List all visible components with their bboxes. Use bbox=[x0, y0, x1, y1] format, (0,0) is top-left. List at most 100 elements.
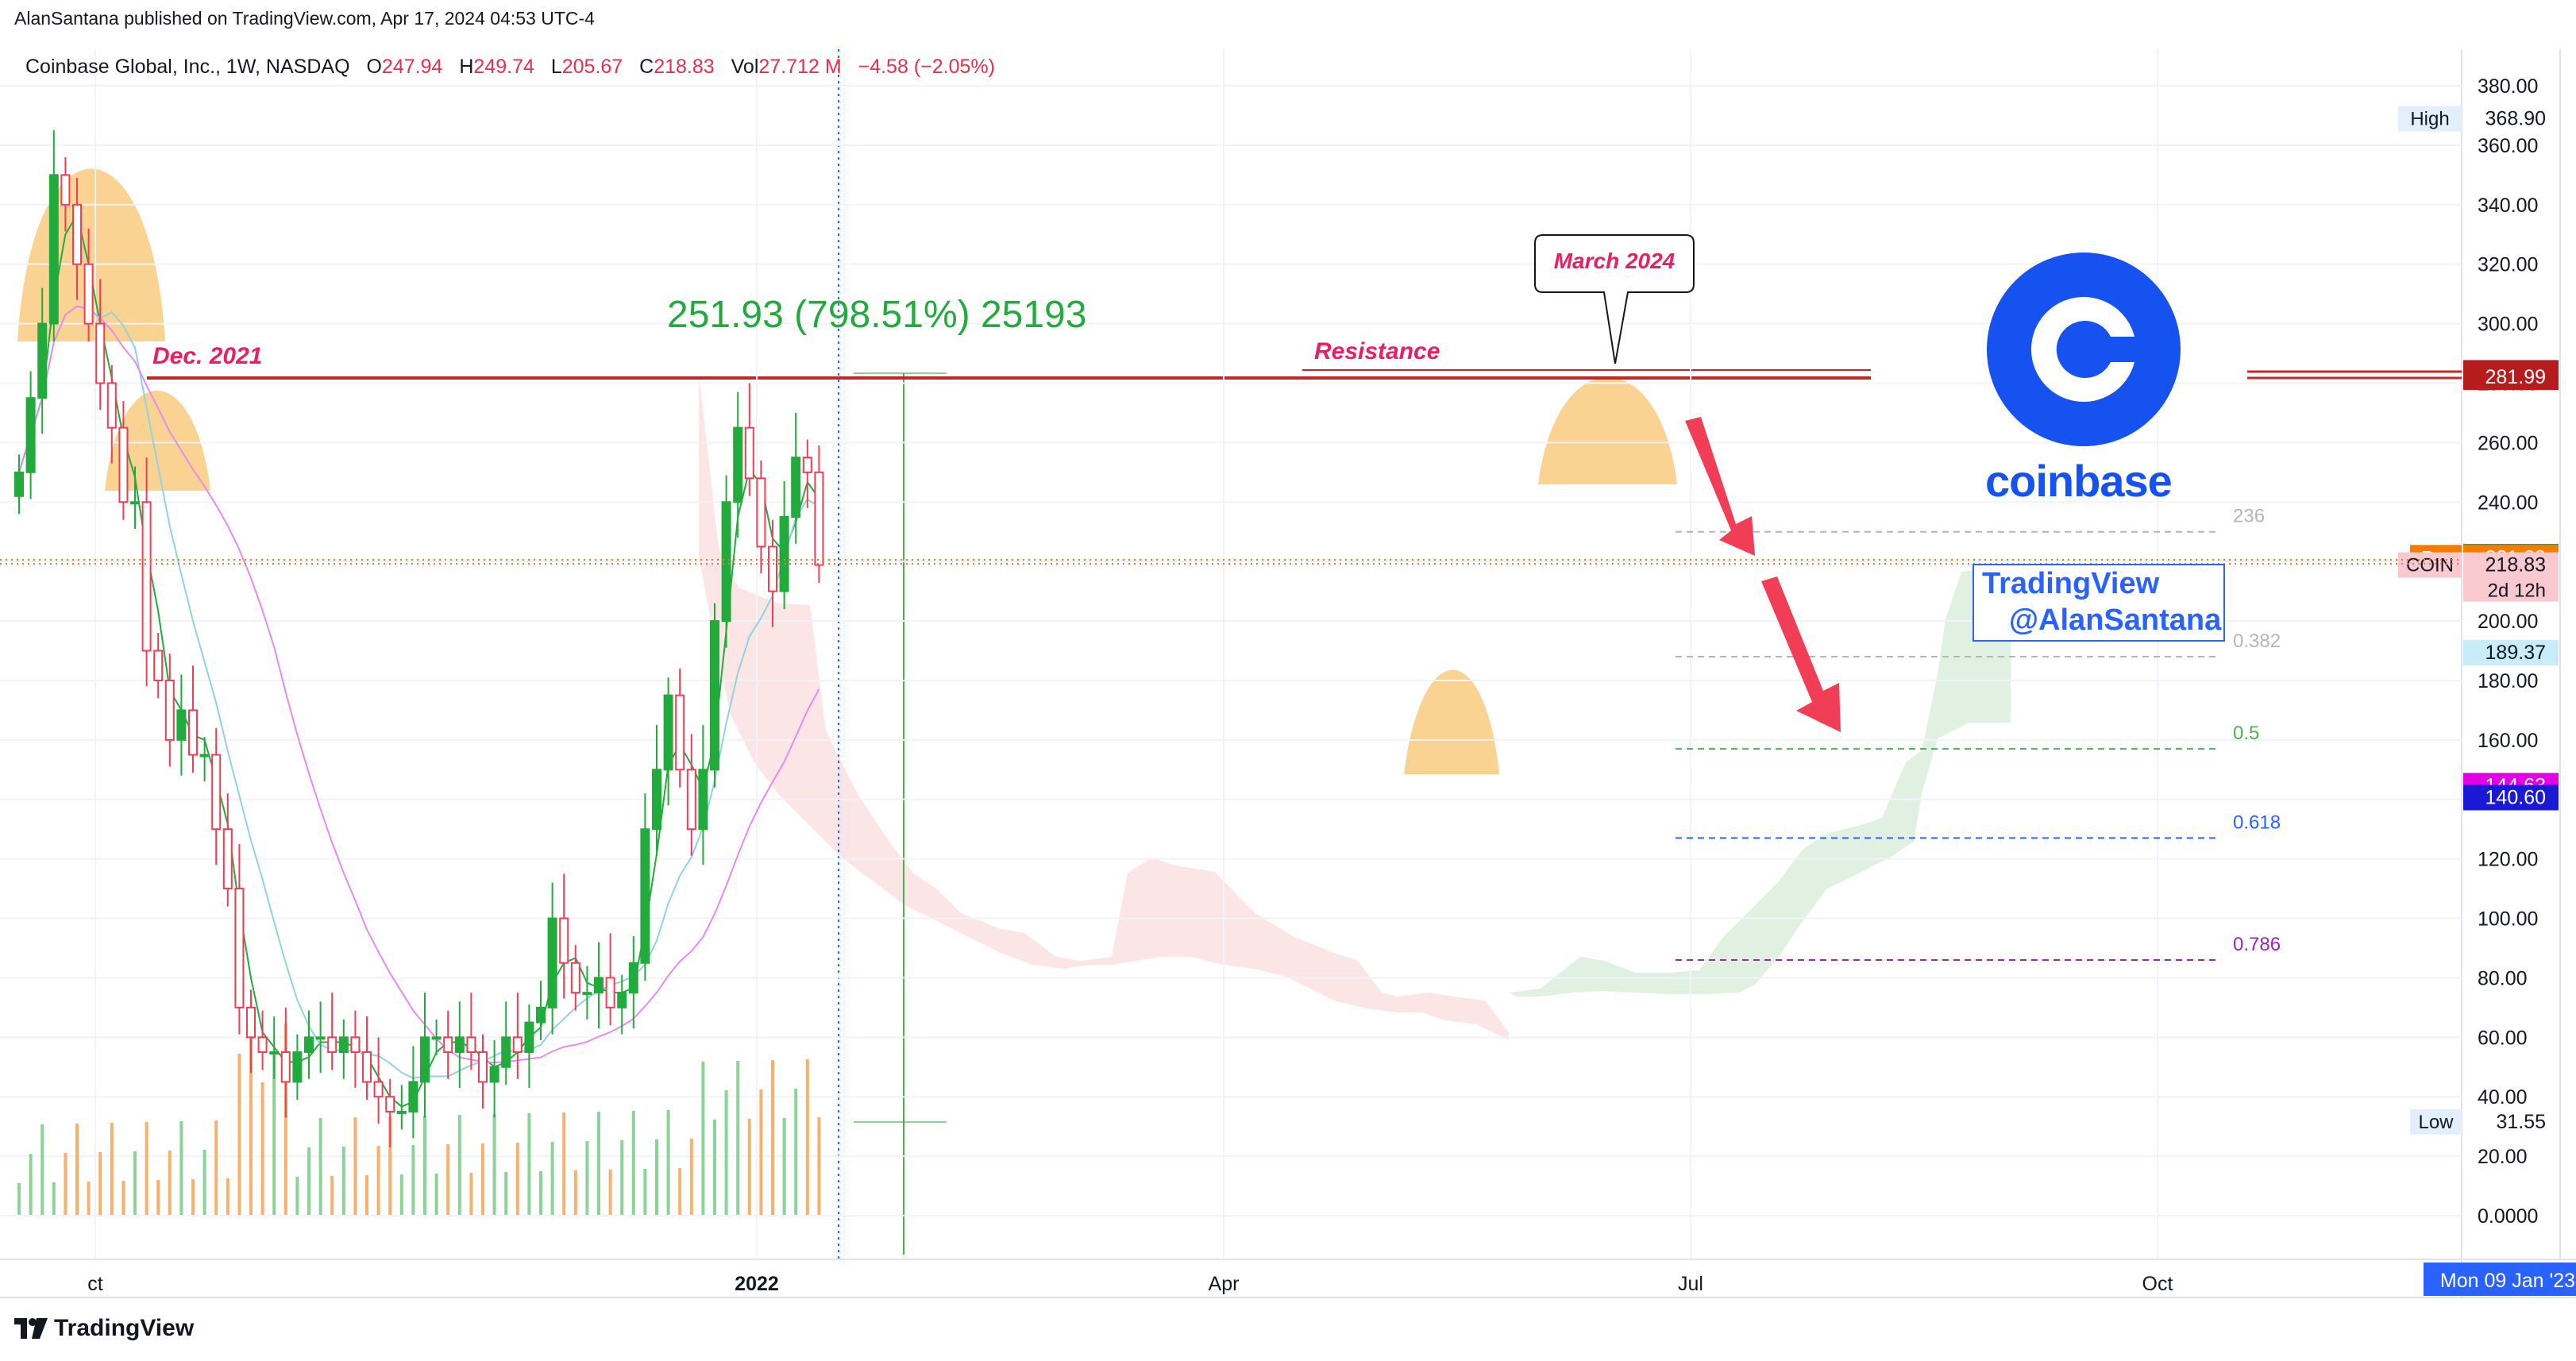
candle-body bbox=[304, 1036, 314, 1054]
volume-bar bbox=[214, 1120, 218, 1215]
change-value: −4.58 (−2.05%) bbox=[858, 56, 995, 78]
volume-bar bbox=[597, 1112, 600, 1215]
moving-average-line bbox=[18, 305, 820, 1064]
volume-bar bbox=[156, 1180, 160, 1215]
candle-body bbox=[153, 650, 164, 681]
tradingview-footer-logo[interactable]: TradingView bbox=[14, 1315, 194, 1342]
price-axis-prefix-bg bbox=[2398, 552, 2462, 578]
volume-bar bbox=[17, 1183, 21, 1215]
candle-body bbox=[443, 1036, 453, 1054]
fib-level-label: 0.5 bbox=[2233, 723, 2259, 744]
volume-bar bbox=[469, 1173, 473, 1215]
candle-body bbox=[48, 174, 59, 325]
pattern-highlight-4 bbox=[1538, 377, 1677, 484]
volume-bar bbox=[133, 1151, 137, 1215]
candle-body bbox=[454, 1036, 465, 1054]
candle-body bbox=[721, 501, 731, 623]
volume-bar bbox=[794, 1089, 798, 1215]
volume-bar bbox=[457, 1115, 461, 1215]
candle-body bbox=[408, 1081, 418, 1112]
volume-bar bbox=[689, 1139, 693, 1215]
y-tick-label: 380.00 bbox=[2478, 75, 2538, 98]
candle-body bbox=[83, 263, 94, 325]
tradingview-icon bbox=[14, 1318, 48, 1339]
candle-body bbox=[188, 709, 198, 756]
x-tick-label: Apr bbox=[1209, 1273, 1240, 1295]
candle-body bbox=[222, 828, 233, 890]
volume-bar bbox=[318, 1118, 322, 1215]
candle-body bbox=[640, 828, 650, 964]
volume-bar bbox=[388, 1116, 392, 1215]
volume-bar bbox=[562, 1112, 566, 1215]
y-tick-label: 0.0000 bbox=[2478, 1205, 2538, 1228]
ohlc-legend: Coinbase Global, Inc., 1W, NASDAQ O247.9… bbox=[25, 56, 995, 78]
volume-bar bbox=[191, 1179, 195, 1215]
volume-bar bbox=[260, 1082, 264, 1215]
candle-body bbox=[60, 174, 71, 206]
volume-bar bbox=[168, 1151, 172, 1215]
y-tick-label: 120.00 bbox=[2478, 849, 2538, 871]
candle-body bbox=[594, 977, 604, 994]
volume-bar bbox=[272, 1053, 276, 1215]
volume-bar bbox=[655, 1139, 658, 1215]
price-axis-prefix: Low bbox=[2418, 1112, 2454, 1133]
candle-body bbox=[559, 917, 569, 964]
volume-bar bbox=[110, 1123, 114, 1215]
x-tick-label: 2022 bbox=[735, 1273, 779, 1295]
volume-bar bbox=[631, 1111, 635, 1215]
price-axis-prefix-bg bbox=[2410, 1108, 2462, 1135]
candle-body bbox=[37, 322, 48, 399]
candle-body bbox=[536, 1006, 546, 1024]
candle-body bbox=[501, 1036, 511, 1068]
volume-bar bbox=[492, 1114, 496, 1215]
price-axis-label-bg bbox=[2463, 785, 2559, 811]
author-watermark: TradingView @AlanSantana bbox=[1972, 564, 2225, 642]
y-tick-label: 240.00 bbox=[2478, 492, 2538, 514]
volume-bar bbox=[40, 1124, 44, 1215]
volume-bar bbox=[237, 1054, 241, 1215]
candle-body bbox=[25, 397, 36, 473]
candle-body bbox=[72, 203, 82, 265]
candle-body bbox=[779, 515, 789, 592]
candle-body bbox=[327, 1036, 337, 1054]
volume-bar bbox=[782, 1118, 786, 1215]
y-tick-label: 260.00 bbox=[2478, 432, 2538, 454]
candle-body bbox=[617, 992, 627, 1008]
candle-body bbox=[106, 382, 117, 429]
volume-bar bbox=[399, 1174, 403, 1215]
y-tick-label: 20.00 bbox=[2478, 1146, 2528, 1168]
annotation-march-2024: March 2024 bbox=[1554, 249, 1676, 273]
price-axis-label: 368.90 bbox=[2485, 108, 2546, 130]
close-value: 218.83 bbox=[654, 56, 715, 78]
candle-body bbox=[512, 1036, 523, 1054]
volume-value: 27.712 M bbox=[758, 56, 842, 78]
candle-body bbox=[338, 1036, 349, 1054]
fib-level-label: 0.382 bbox=[2233, 630, 2281, 652]
candle-body bbox=[130, 501, 140, 505]
volume-bar bbox=[52, 1182, 56, 1215]
symbol-description[interactable]: Coinbase Global, Inc., 1W, NASDAQ bbox=[25, 56, 350, 78]
y-tick-label: 200.00 bbox=[2478, 611, 2538, 633]
annotation-resistance: Resistance bbox=[1314, 338, 1440, 364]
candle-body bbox=[141, 501, 152, 652]
moving-average-line bbox=[18, 305, 819, 1079]
candle-body bbox=[710, 620, 719, 771]
volume-bar bbox=[330, 1176, 334, 1215]
price-axis-label: 31.55 bbox=[2496, 1111, 2546, 1133]
volume-bar bbox=[805, 1059, 809, 1215]
candle-body bbox=[489, 1066, 499, 1083]
volume-bar bbox=[423, 1116, 426, 1215]
y-tick-label: 60.00 bbox=[2478, 1027, 2528, 1049]
volume-bar bbox=[283, 1024, 287, 1215]
candle-body bbox=[199, 754, 210, 758]
volume-bar bbox=[527, 1113, 531, 1215]
volume-bar bbox=[481, 1143, 484, 1215]
candle-body bbox=[628, 962, 638, 994]
volume-bar bbox=[87, 1182, 91, 1215]
candle-body bbox=[652, 769, 661, 831]
price-axis-label: 281.99 bbox=[2485, 366, 2546, 388]
volume-bar bbox=[643, 1169, 647, 1215]
candle-body bbox=[280, 1051, 291, 1083]
volume-bar bbox=[121, 1181, 125, 1215]
